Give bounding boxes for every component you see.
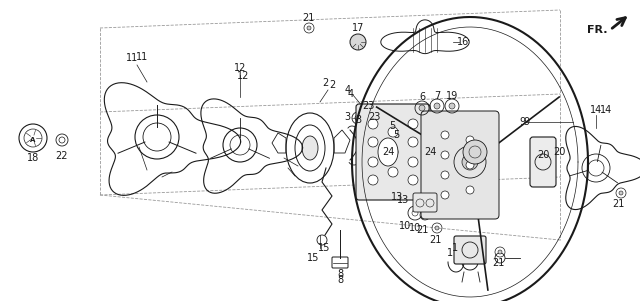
Text: 14: 14: [600, 105, 612, 115]
Text: 3: 3: [344, 112, 350, 122]
Text: 24: 24: [382, 147, 394, 157]
Text: 11: 11: [126, 53, 138, 63]
Text: 13: 13: [391, 192, 403, 202]
Text: 8: 8: [337, 269, 343, 279]
Circle shape: [434, 103, 440, 109]
Text: 20: 20: [537, 150, 549, 160]
FancyBboxPatch shape: [413, 193, 437, 212]
Circle shape: [449, 103, 455, 109]
Circle shape: [368, 119, 378, 129]
FancyBboxPatch shape: [454, 236, 486, 264]
FancyBboxPatch shape: [530, 137, 556, 187]
Text: 10: 10: [409, 223, 421, 233]
Circle shape: [442, 134, 498, 190]
Circle shape: [498, 250, 502, 254]
FancyBboxPatch shape: [332, 257, 348, 268]
Circle shape: [466, 186, 474, 194]
Text: 4: 4: [345, 85, 351, 95]
Text: 18: 18: [27, 153, 39, 163]
Circle shape: [355, 115, 361, 121]
Text: 6: 6: [419, 92, 425, 102]
Text: 17: 17: [352, 23, 364, 33]
Text: 13: 13: [397, 195, 409, 205]
Text: 1: 1: [447, 248, 453, 258]
Circle shape: [462, 154, 478, 170]
Text: 16: 16: [457, 37, 469, 47]
Circle shape: [466, 161, 474, 169]
Text: 1: 1: [452, 243, 458, 253]
Text: 24: 24: [424, 147, 436, 157]
Circle shape: [441, 151, 449, 159]
Text: 8: 8: [337, 275, 343, 285]
Text: A: A: [30, 137, 36, 143]
Text: 20: 20: [553, 147, 565, 157]
Circle shape: [388, 167, 398, 177]
Circle shape: [408, 119, 418, 129]
Ellipse shape: [378, 138, 398, 166]
Circle shape: [435, 226, 439, 230]
Circle shape: [466, 136, 474, 144]
Text: 5: 5: [393, 130, 399, 140]
Text: 2: 2: [322, 78, 328, 88]
Text: 21: 21: [302, 13, 314, 23]
Text: 3: 3: [355, 115, 361, 125]
Circle shape: [441, 171, 449, 179]
Text: 12: 12: [234, 63, 246, 73]
Circle shape: [408, 157, 418, 167]
Text: 9: 9: [519, 117, 525, 127]
Text: 15: 15: [307, 253, 319, 263]
Circle shape: [619, 191, 623, 195]
Circle shape: [19, 124, 47, 152]
Text: 12: 12: [237, 71, 249, 81]
Circle shape: [441, 131, 449, 139]
Circle shape: [408, 137, 418, 147]
Text: 15: 15: [318, 243, 330, 253]
Text: 23: 23: [368, 112, 380, 122]
Circle shape: [441, 191, 449, 199]
Circle shape: [423, 213, 427, 217]
Circle shape: [408, 175, 418, 185]
Text: FR.: FR.: [586, 25, 607, 35]
Text: 9: 9: [523, 117, 529, 127]
Text: 22: 22: [56, 151, 68, 161]
Circle shape: [388, 127, 398, 137]
Circle shape: [419, 105, 425, 111]
Text: 21: 21: [429, 235, 441, 245]
FancyBboxPatch shape: [421, 111, 499, 219]
Text: 19: 19: [446, 91, 458, 101]
Text: 23: 23: [362, 101, 374, 111]
Circle shape: [368, 175, 378, 185]
FancyBboxPatch shape: [356, 104, 430, 200]
Text: 4: 4: [348, 89, 354, 99]
Text: 21: 21: [612, 199, 624, 209]
Text: 14: 14: [590, 105, 602, 115]
Circle shape: [463, 140, 487, 164]
Text: 2: 2: [329, 80, 335, 90]
Text: 21: 21: [416, 225, 428, 235]
Circle shape: [368, 137, 378, 147]
Text: 7: 7: [434, 91, 440, 101]
Text: 10: 10: [399, 221, 411, 231]
Circle shape: [350, 34, 366, 50]
Text: 5: 5: [389, 121, 395, 131]
Circle shape: [388, 147, 398, 157]
Text: 21: 21: [492, 258, 504, 268]
Circle shape: [307, 26, 311, 30]
Circle shape: [368, 157, 378, 167]
Text: 11: 11: [136, 52, 148, 62]
Ellipse shape: [302, 136, 318, 160]
